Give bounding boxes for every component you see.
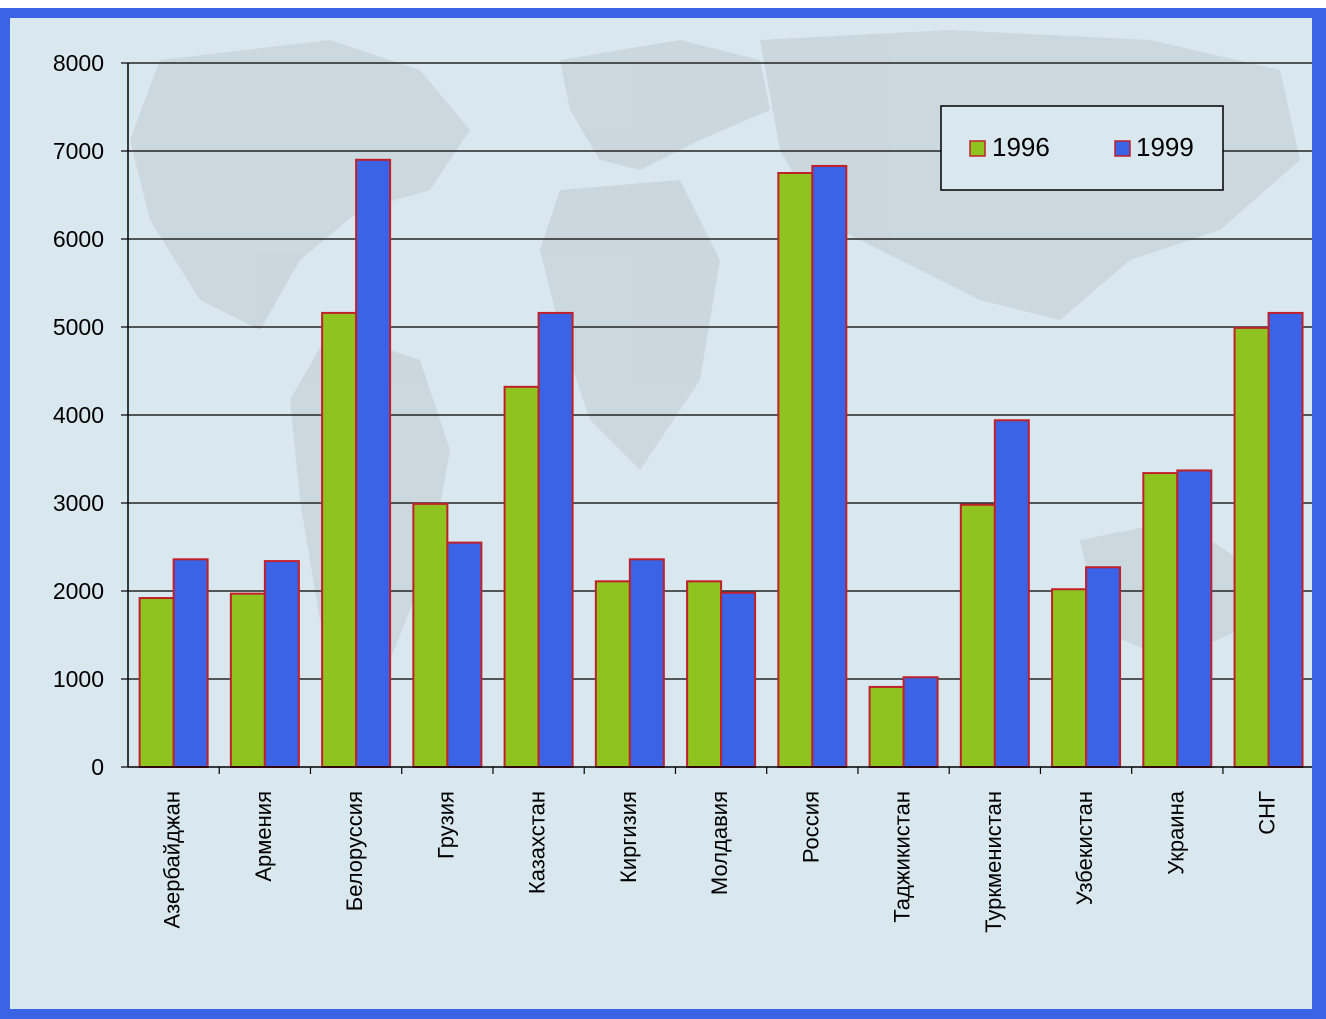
bar-1996-7	[777, 172, 814, 768]
axes	[127, 63, 1312, 768]
category-label-3: Грузия	[433, 791, 458, 859]
bar-1996-2	[321, 311, 358, 768]
bar-1996-3	[412, 502, 449, 768]
bar-1996-5	[594, 580, 631, 768]
category-label-0: Азербайджан	[160, 791, 185, 929]
y-tick-label-3000: 3000	[53, 490, 104, 516]
y-tick-label-6000: 6000	[53, 226, 104, 252]
bar-1999-2	[355, 158, 392, 769]
bar-1996-0	[138, 597, 175, 768]
y-tick-label-5000: 5000	[53, 314, 104, 340]
bar-1999-8	[902, 676, 939, 768]
bar-1999-3	[446, 541, 483, 768]
bar-chart: 0 1000 2000 3000 4000 5000 6000 7000 8000 Азерба…	[53, 30, 1312, 933]
bar-1996-1	[229, 592, 266, 769]
legend-label-1999: 1999	[1136, 132, 1194, 162]
bar-1999-12	[1267, 311, 1304, 768]
bar-1996-11	[1142, 472, 1179, 768]
legend-label-1996: 1996	[992, 132, 1050, 162]
chart-frame: 0 1000 2000 3000 4000 5000 6000 7000 8000 Азерба…	[0, 8, 1326, 1019]
category-label-6: Молдавия	[707, 791, 732, 895]
bar-1999-9	[993, 419, 1030, 768]
y-tick-label-1000: 1000	[53, 666, 104, 692]
legend: 1996 1999	[940, 105, 1224, 191]
category-labels: Азербайджан Армения Белоруссия Грузия Казахс…	[160, 790, 1280, 933]
bar-1999-4	[537, 311, 574, 768]
bar-1996-4	[503, 385, 540, 768]
category-label-10: Узбекистан	[1072, 791, 1097, 905]
bar-1999-10	[1085, 566, 1122, 768]
bar-1996-6	[686, 580, 723, 768]
y-tick-label-8000: 8000	[53, 50, 104, 76]
bar-1996-9	[959, 503, 996, 768]
bar-1996-12	[1233, 326, 1270, 768]
y-tick-labels: 0 1000 2000 3000 4000 5000 6000 7000 8000	[53, 50, 104, 780]
category-label-7: Россия	[798, 791, 823, 863]
bar-1996-8	[868, 685, 905, 768]
y-tick-label-4000: 4000	[53, 402, 104, 428]
y-tick-label-0: 0	[91, 754, 104, 780]
category-label-11: Украина	[1163, 790, 1188, 875]
category-label-5: Киргизия	[616, 791, 641, 883]
legend-swatch-1996	[969, 140, 986, 157]
category-label-1: Армения	[251, 791, 276, 882]
category-label-4: Казахстан	[525, 791, 550, 894]
bar-1999-6	[720, 591, 757, 769]
legend-swatch-1999	[1114, 140, 1131, 157]
bar-1999-0	[172, 558, 209, 768]
y-tick-label-2000: 2000	[53, 578, 104, 604]
legend-box	[940, 105, 1224, 191]
bar-1999-7	[811, 164, 848, 768]
bar-1999-5	[628, 558, 665, 768]
bar-1996-10	[1051, 588, 1088, 768]
category-label-9: Туркменистан	[981, 791, 1006, 933]
category-label-8: Таджикистан	[890, 791, 915, 923]
category-label-12: СНГ	[1255, 791, 1280, 835]
y-tick-label-7000: 7000	[53, 138, 104, 164]
bar-1999-1	[263, 560, 300, 769]
category-label-2: Белоруссия	[342, 791, 367, 911]
bar-1999-11	[1176, 469, 1213, 768]
